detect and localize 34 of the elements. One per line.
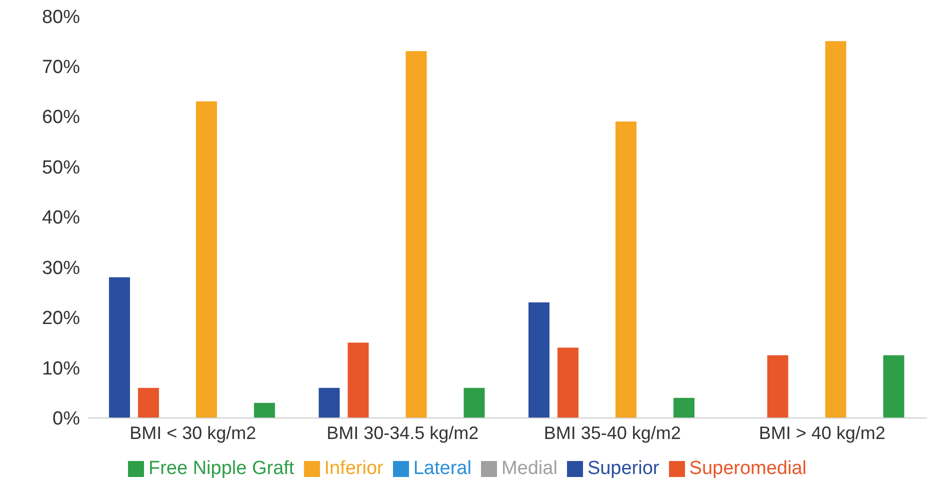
bar bbox=[673, 398, 694, 418]
bar bbox=[406, 51, 427, 418]
x-tick-label: BMI 30-34.5 kg/m2 bbox=[326, 422, 479, 443]
bar bbox=[196, 101, 217, 418]
bar bbox=[767, 355, 788, 418]
bar bbox=[883, 355, 904, 418]
bar bbox=[254, 402, 275, 418]
y-tick-label: 10% bbox=[42, 358, 80, 380]
x-tick-label: BMI > 40 kg/m2 bbox=[758, 422, 886, 443]
x-tick-label: BMI 35-40 kg/m2 bbox=[544, 422, 681, 443]
legend-label: Superior bbox=[587, 458, 660, 479]
y-tick-label: 60% bbox=[42, 107, 80, 128]
bar bbox=[615, 122, 636, 418]
bar bbox=[557, 348, 578, 418]
bar bbox=[138, 388, 159, 418]
y-tick-label: 0% bbox=[52, 408, 80, 430]
bar bbox=[318, 388, 340, 418]
legend-label: Medial bbox=[501, 458, 558, 479]
y-tick-label: 40% bbox=[42, 208, 80, 229]
bar bbox=[348, 342, 369, 418]
y-tick-label: 50% bbox=[42, 157, 80, 178]
bar bbox=[464, 388, 485, 418]
bar bbox=[825, 41, 846, 418]
bar bbox=[108, 277, 130, 418]
legend-label: Free Nipple Graft bbox=[148, 458, 294, 479]
y-tick-label: 20% bbox=[42, 308, 80, 330]
y-tick-label: 80% bbox=[42, 6, 80, 28]
legend-label: Lateral bbox=[413, 458, 472, 479]
bar bbox=[528, 302, 550, 418]
x-tick-label: BMI < 30 kg/m2 bbox=[130, 422, 256, 443]
legend-label: Superomedial bbox=[689, 458, 807, 479]
legend-label: Inferior bbox=[324, 458, 384, 479]
y-tick-label: 30% bbox=[42, 258, 80, 279]
y-tick-label: 70% bbox=[42, 56, 80, 78]
